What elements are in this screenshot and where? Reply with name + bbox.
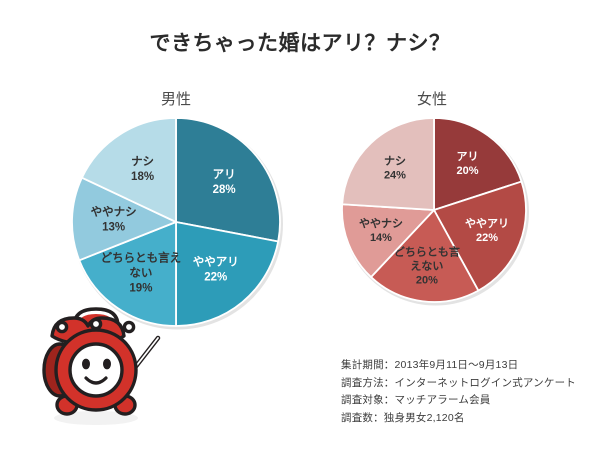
pie-slice-label: ナシ 18% [131,155,154,183]
chart-title-male: 男性 [160,91,191,108]
pie-slice[interactable] [71,176,177,262]
alarm-clock-mascot-icon [42,307,161,425]
survey-notes: 集計期間：2013年9月11日～9月13日 調査方法：インターネットログイン式ア… [341,357,591,427]
pie-slice-name: アリ [457,150,479,163]
pie-slice-name: ナシ [131,155,154,168]
pie-male-canvas: アリ 28% ややアリ 22% どちらとも言え ない 19% ややナシ 13% ナシ 18% [70,116,283,330]
pie-slice[interactable] [175,221,280,327]
pie-slice-name: どちらとも言 [394,244,460,258]
pie-slice-name: ややアリ [465,217,509,230]
pie-slice-name: えない [410,259,443,272]
pie-slice-label: ナシ 24% [384,154,406,181]
pie-chart-male: 男性 アリ 28% ややアリ 22% どちらとも言え ない 19% ややナシ 13% ナシ 18% [62,88,294,332]
pie-slice-value: 22% [204,272,227,284]
alarm-clock-mascot [34,292,164,434]
pie-slice-name: ややナシ [359,217,403,230]
page-title: できちゃった婚はアリ？ナシ？ [149,32,451,55]
survey-note-method: 調査方法：インターネットログイン式アンケート [341,376,576,389]
pie-slice-value: 28% [213,184,236,196]
pie-slice-name: アリ [213,168,236,181]
pie-slice[interactable] [341,117,435,211]
pie-slice-value: 20% [416,274,438,286]
pie-slice-value: 24% [384,169,406,181]
pie-slice-name: ナシ [384,154,406,167]
pie-slice[interactable] [80,117,177,223]
pie-slice-value: 14% [370,232,392,244]
pie-slice-label: アリ 28% [213,168,236,196]
pie-slice-value: 22% [476,232,498,244]
pie-slice-label: ややナシ 14% [359,217,403,244]
pie-chart-female: 女性 アリ 20% ややアリ 22% どちらとも言 えない 20% ややナシ 14% ナシ 24% [330,88,538,324]
pie-slice[interactable] [175,117,281,243]
survey-note-count: 調査数：独身男女2,120名 [341,411,465,424]
pie-slice-label: アリ 20% [457,150,479,177]
pie-slice[interactable] [370,209,480,303]
survey-note-target: 調査対象：マッチアラーム会員 [341,394,491,406]
pie-slice-name: ややナシ [91,206,137,219]
pie-slice-name: ややアリ [193,256,239,269]
pie-slice[interactable] [341,203,435,278]
pie-slice-name: どちらとも言え [101,251,182,265]
pie-slice-value: 20% [457,165,479,177]
chart-title-female: 女性 [416,91,447,108]
pie-female-canvas: アリ 20% ややアリ 22% どちらとも言 えない 20% ややナシ 14% ナシ 24% [340,116,529,306]
pie-slice-value: 18% [131,171,154,183]
pie-slice[interactable] [433,180,527,292]
pie-slice-label: ややアリ 22% [465,217,509,244]
pie-slice-name: ない [129,267,152,280]
pie-slice-label: ややアリ 22% [193,256,239,284]
pie-slice[interactable] [433,117,523,211]
pie-slice-value: 13% [102,222,125,234]
pie-slice[interactable] [78,221,177,327]
pie-slice-value: 19% [129,283,152,295]
pie-slice-label: ややナシ 13% [91,206,137,234]
survey-note-period: 集計期間：2013年9月11日～9月13日 [341,359,519,371]
